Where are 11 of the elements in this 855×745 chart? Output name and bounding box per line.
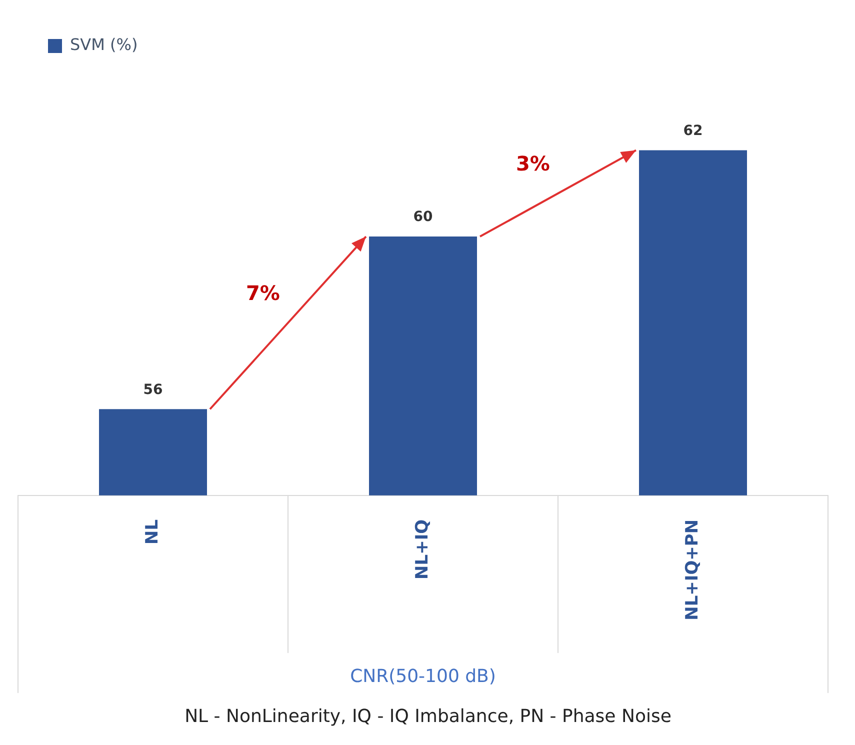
- annotation: 3%: [516, 152, 550, 176]
- data-label: 56: [143, 382, 163, 398]
- x-axis-title: CNR(50-100 dB): [350, 666, 496, 687]
- data-label: 62: [683, 122, 703, 139]
- legend-label: SVM (%): [70, 35, 138, 54]
- annotation: NL - NonLinearity, IQ - IQ Imbalance, PN - Phase Noise: [184, 706, 672, 727]
- data-label: 60: [413, 209, 433, 226]
- x-tick-label: NL: [142, 519, 162, 544]
- x-tick-label: NL+IQ: [412, 519, 432, 580]
- x-tick-label: NL+IQ+PN: [682, 519, 702, 620]
- annotation: 7%: [246, 281, 280, 306]
